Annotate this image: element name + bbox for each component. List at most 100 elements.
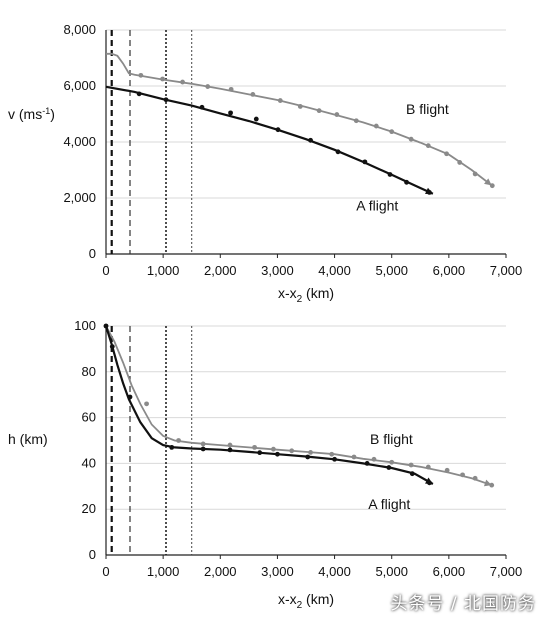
y-tick-label: 100 <box>74 318 96 333</box>
x-tick-label: 5,000 <box>375 564 408 579</box>
x-axis-label: x-x2 (km) <box>278 285 334 305</box>
b-flight-point <box>373 123 379 129</box>
a-flight-point <box>308 137 313 143</box>
b-flight-point <box>472 475 478 481</box>
x-tick-label: 6,000 <box>433 564 466 579</box>
b-flight-point <box>389 459 395 465</box>
b-flight-line <box>106 52 493 187</box>
x-tick-label: 1,000 <box>147 564 180 579</box>
a-flight-point <box>409 471 415 477</box>
y-tick-label: 4,000 <box>63 134 96 149</box>
b-flight-arrowhead <box>483 479 492 487</box>
b-flight-point <box>351 454 357 460</box>
a-flight-point <box>305 454 311 460</box>
x-axis-label: x-x2 (km) <box>278 591 334 611</box>
watermark-text: 头条号 / 北国防务 <box>390 594 536 614</box>
a-flight-line <box>104 325 434 485</box>
b-flight-point <box>200 441 206 447</box>
x-tick-label: 1,000 <box>147 263 180 278</box>
a-flight-point <box>228 110 233 116</box>
y-tick-label: 8,000 <box>63 22 96 37</box>
b-flight-point <box>460 472 465 478</box>
b-flight-point <box>334 112 340 117</box>
y-tick-label: 0 <box>89 246 96 261</box>
a-flight-point <box>199 104 205 110</box>
a-flight-point <box>362 159 368 165</box>
b-flight-point <box>425 464 431 470</box>
b-flight-point <box>180 79 185 85</box>
x-tick-label: 6,000 <box>433 263 466 278</box>
a-flight-arrowhead <box>425 477 433 485</box>
x-tick-label: 0 <box>102 564 109 579</box>
y-tick-label: 6,000 <box>63 78 96 93</box>
a-flight-arrowhead <box>425 187 433 195</box>
x-tick-label: 2,000 <box>204 263 237 278</box>
b-flight-point <box>425 143 431 149</box>
b-flight-point <box>472 171 478 177</box>
b-flight-point <box>408 462 414 468</box>
a-flight-point <box>227 447 233 453</box>
x-tick-label: 2,000 <box>204 564 237 579</box>
b-flight-point <box>277 98 283 103</box>
b-flight-point <box>144 401 149 407</box>
b-flight-point <box>444 467 450 473</box>
a-flight-point <box>404 179 409 185</box>
b-flight-point <box>271 446 276 452</box>
a-flight-point <box>257 450 263 456</box>
y-tick-label: 60 <box>82 410 96 425</box>
b-flight-point <box>227 442 233 448</box>
b-flight-point <box>457 160 463 165</box>
b-flight-point <box>138 72 144 78</box>
a-flight-point <box>386 465 392 470</box>
b-flight-point <box>176 438 181 443</box>
y-axis-label: h (km) <box>8 431 48 447</box>
b-flight-line <box>105 325 492 487</box>
b-flight-point <box>444 151 449 157</box>
x-tick-label: 7,000 <box>490 564 523 579</box>
b-flight-point <box>160 76 165 82</box>
x-tick-label: 3,000 <box>261 564 294 579</box>
series-annotation: A flight <box>368 496 410 512</box>
b-flight-point <box>228 86 234 92</box>
b-flight-point <box>252 444 257 450</box>
a-flight-point <box>136 91 142 97</box>
y-axis-label: v (ms-1) <box>8 106 55 122</box>
b-flight-point <box>316 108 322 114</box>
a-flight-point <box>332 456 337 462</box>
a-flight-point <box>163 97 169 103</box>
x-tick-label: 0 <box>102 263 109 278</box>
x-tick-label: 7,000 <box>490 263 523 278</box>
a-flight-point <box>387 172 393 177</box>
x-tick-label: 5,000 <box>375 263 408 278</box>
b-flight-point <box>389 129 395 135</box>
b-flight-point <box>205 84 211 89</box>
b-flight-point <box>289 448 295 454</box>
b-flight-point <box>408 136 414 142</box>
b-flight-point <box>329 451 335 457</box>
a-flight-point <box>127 394 133 400</box>
y-tick-label: 20 <box>82 501 96 516</box>
y-tick-label: 2,000 <box>63 190 96 205</box>
series-annotation: B flight <box>370 431 413 447</box>
a-flight-point <box>335 149 341 155</box>
b-flight-point <box>297 104 303 109</box>
series-annotation: B flight <box>406 101 449 117</box>
x-tick-label: 4,000 <box>318 564 351 579</box>
y-tick-label: 80 <box>82 364 96 379</box>
y-tick-label: 40 <box>82 455 96 470</box>
a-flight-point <box>275 451 280 457</box>
b-flight-arrowhead <box>484 178 492 186</box>
b-flight-point <box>371 456 377 462</box>
a-flight-point <box>253 116 259 122</box>
a-flight-point <box>364 461 370 466</box>
a-flight-point <box>275 127 281 133</box>
a-flight-line <box>105 85 434 195</box>
series-annotation: A flight <box>356 198 398 214</box>
x-tick-label: 4,000 <box>318 263 351 278</box>
b-flight-point <box>250 92 256 97</box>
velocity-chart: 0 2,000 4,000 6,000 8,000 0 1,000 2,000 3,000 4,0… <box>8 22 523 305</box>
altitude-chart: 0 20 40 60 80 100 0 1,000 2,000 3,000 4,000 5,000 6,… <box>8 318 523 611</box>
a-flight-point <box>169 444 175 450</box>
x-tick-label: 3,000 <box>261 263 294 278</box>
a-flight-point <box>103 323 109 329</box>
